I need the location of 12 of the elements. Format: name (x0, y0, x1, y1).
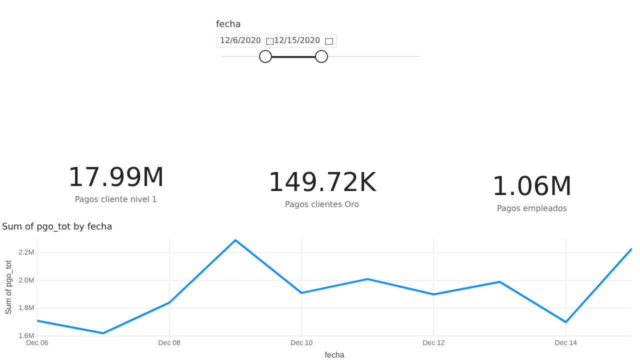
text: 149.72K (266, 168, 378, 198)
text: Pagos clientes Oro (284, 200, 360, 209)
text: 12/15/2020 (274, 35, 320, 47)
text: Pagos empleados (496, 204, 568, 213)
text: fecha (216, 20, 241, 30)
text: Pagos cliente nivel 1 (74, 195, 158, 204)
y-axis-title: Sum of pgo_tot (4, 260, 14, 315)
text: 1.06M (490, 172, 574, 202)
text: 17.99M (66, 163, 166, 193)
text: 12/6/2020 (220, 35, 262, 47)
x-axis-title: fecha (324, 350, 345, 360)
chart-title: Sum of pgo_tot by fecha (2, 222, 112, 233)
